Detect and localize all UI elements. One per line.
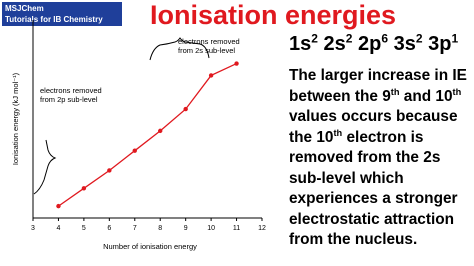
text-run: sub-level which xyxy=(289,169,404,187)
text-line: sub-level which xyxy=(289,169,467,190)
slide-title: Ionisation energies xyxy=(150,0,397,30)
text-run: 1s xyxy=(289,33,312,55)
superscript: 2 xyxy=(311,31,318,46)
text-line: values occurs because xyxy=(289,107,467,128)
data-point xyxy=(208,73,214,78)
explanation: The larger increase in IE between the 9th… xyxy=(289,66,467,251)
x-tick-label: 9 xyxy=(184,225,188,232)
x-tick-label: 8 xyxy=(158,225,162,232)
text-line: experiences a stronger xyxy=(289,189,467,210)
superscript: th xyxy=(452,86,462,97)
x-tick-label: 3 xyxy=(31,225,35,232)
brace-2p xyxy=(33,139,57,195)
superscript: 2 xyxy=(415,31,423,46)
data-line xyxy=(58,62,237,207)
data-point xyxy=(234,61,239,66)
x-axis-label: Number of ionisation energy xyxy=(103,242,197,251)
x-tick-label: 10 xyxy=(207,225,215,232)
logo-name: MSJChem xyxy=(5,4,44,13)
text-run: The larger increase in IE xyxy=(289,67,467,84)
data-point xyxy=(107,168,112,173)
data-point xyxy=(132,148,137,153)
logo: MSJChem Tutorials for IB Chemistry xyxy=(2,2,122,26)
logo-tagline: Tutorials for IB Chemistry xyxy=(5,15,103,24)
text-run: and 10 xyxy=(399,87,453,105)
text-run: electron is xyxy=(342,128,424,146)
x-tick-label: 12 xyxy=(258,225,266,232)
data-point xyxy=(183,106,188,112)
text-run: 3p xyxy=(422,33,452,55)
superscript: 6 xyxy=(381,31,389,46)
text-run: electrostatic attraction xyxy=(289,210,455,228)
annotation: electrons removed from 2p sub-level xyxy=(40,86,102,104)
text-run: removed from the 2s xyxy=(289,149,441,166)
x-tick-label: 5 xyxy=(82,225,86,232)
text-line: from the nucleus. xyxy=(289,230,467,251)
brace-2s xyxy=(149,37,210,61)
chart: Number of ionisation energy Ionisation e… xyxy=(11,20,266,251)
superscript: th xyxy=(390,86,400,97)
text-run: from the nucleus. xyxy=(289,231,418,248)
text-line: the 10th electron is xyxy=(289,128,467,149)
data-point xyxy=(158,128,163,134)
text-run: between the 9 xyxy=(289,87,391,105)
data-point xyxy=(56,203,61,209)
text-line: electrostatic attraction xyxy=(289,210,467,231)
text-run: 2s xyxy=(317,33,346,55)
annotation: electrons removed from 2s sub-level xyxy=(178,37,240,55)
y-axis-label: Ionisation energy (kJ mol⁻¹) xyxy=(11,72,20,165)
data-point xyxy=(81,186,87,191)
superscript: 1 xyxy=(451,31,459,46)
x-tick-label: 6 xyxy=(107,225,111,232)
x-tick-label: 11 xyxy=(233,225,240,232)
text-line: removed from the 2s xyxy=(289,148,467,169)
superscript: 2 xyxy=(345,31,353,46)
x-tick-label: 7 xyxy=(133,225,137,232)
text-run: values occurs because xyxy=(289,108,458,125)
text-run: 2p xyxy=(352,33,382,55)
superscript: th xyxy=(333,127,343,138)
text-line: between the 9th and 10th xyxy=(289,87,467,108)
text-run: the 10 xyxy=(289,128,334,146)
text-run: experiences a stronger xyxy=(289,190,458,207)
text-run: 3s xyxy=(388,33,416,55)
text-line: The larger increase in IE xyxy=(289,66,467,87)
x-tick-label: 4 xyxy=(56,225,60,232)
electron-configuration: 1s2 2s2 2p6 3s2 3p1 xyxy=(289,31,459,56)
